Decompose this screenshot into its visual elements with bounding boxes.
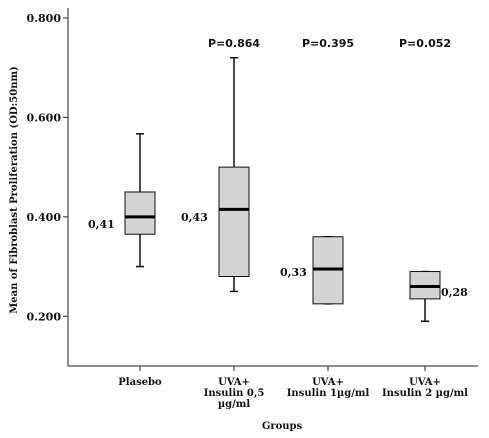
box-group [125, 134, 155, 267]
mean-label: 0,43 [181, 211, 208, 224]
axes: 0.200 0.400 0.600 0.800 Plasebo UVA+ Insulin 0… [27, 8, 478, 410]
x-tick-label: UVA+ Insulin 2 µg/ml [382, 377, 468, 399]
y-axis-label: Mean of Fibroblast Proliferation (OD:50n… [9, 66, 20, 314]
y-tick-label: 0.200 [27, 310, 62, 323]
x-tick-label: UVA+ Insulin 0,5 µg/ml [204, 377, 265, 410]
x-tick-label: Plasebo [118, 377, 162, 388]
box-series [125, 58, 440, 322]
y-tick-label: 0.400 [27, 211, 62, 224]
x-tick-label: UVA+ Insulin 1µg/ml [287, 377, 370, 399]
x-axis-label: Groups [262, 421, 303, 432]
y-tick-label: 0.600 [27, 111, 62, 124]
mean-label: 0,41 [88, 218, 115, 231]
box-iqr [219, 167, 249, 276]
mean-label: 0,33 [280, 266, 307, 279]
y-tick-label: 0.800 [27, 12, 62, 25]
mean-label: 0,28 [441, 286, 468, 299]
p-value-label: P=0.395 [302, 37, 354, 50]
box-group [313, 237, 343, 304]
box-iqr [125, 192, 155, 234]
p-value-label: P=0.052 [399, 37, 451, 50]
box-group [219, 58, 249, 292]
annotations: 0,41 0,43 0,33 0,28 P=0.864 P=0.395 P=0.052 [88, 37, 468, 299]
box-group [410, 272, 440, 322]
p-value-label: P=0.864 [208, 37, 260, 50]
